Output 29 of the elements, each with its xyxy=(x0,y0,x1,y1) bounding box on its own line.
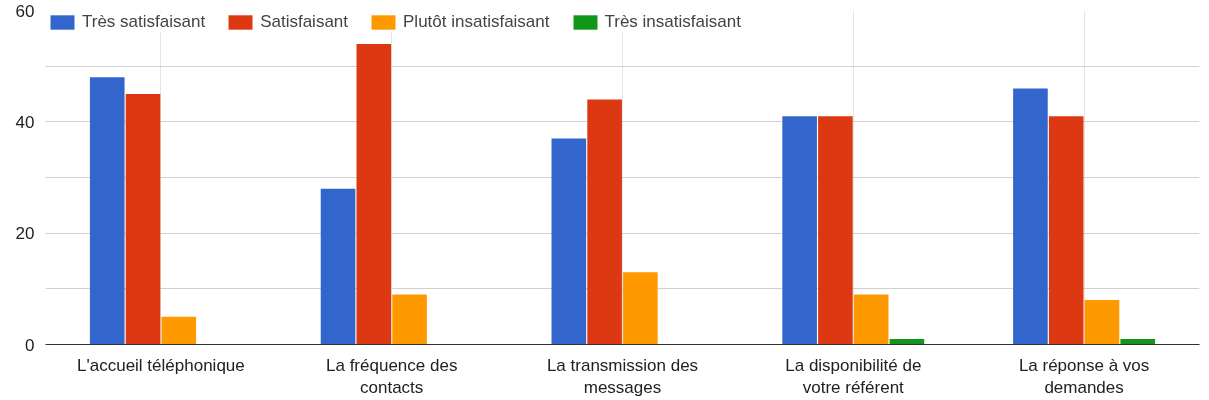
bar xyxy=(356,43,392,345)
bar xyxy=(587,99,622,345)
bar xyxy=(392,294,427,345)
x-tick-label: La fréquence des contacts xyxy=(326,355,458,398)
y-tick-label: 20 xyxy=(15,224,35,244)
x-tick-label: La disponibilité de votre référent xyxy=(785,355,922,398)
bar xyxy=(853,294,889,345)
bar xyxy=(551,138,587,345)
bar xyxy=(1120,338,1156,345)
x-tick-label: La réponse à vos demandes xyxy=(1018,355,1150,398)
bar xyxy=(320,188,356,345)
legend-label: Satisfaisant xyxy=(260,12,349,32)
bar xyxy=(125,94,161,345)
bar xyxy=(818,116,853,345)
bar xyxy=(1013,88,1048,345)
bar xyxy=(1048,116,1084,345)
legend-label: Plutôt insatisfaisant xyxy=(403,12,550,32)
legend-label: Très insatisfaisant xyxy=(604,12,741,32)
bar xyxy=(161,316,197,345)
y-tick-label: 0 xyxy=(25,335,35,355)
bar xyxy=(89,77,125,345)
y-tick-label: 40 xyxy=(15,112,35,132)
bar xyxy=(623,272,658,345)
bar xyxy=(1084,299,1120,345)
legend-label: Très satisfaisant xyxy=(82,12,206,32)
x-tick-label: L'accueil téléphonique xyxy=(77,355,245,375)
bar xyxy=(782,116,817,345)
y-tick-label: 60 xyxy=(15,1,35,21)
x-tick-label: La transmission des messages xyxy=(546,355,699,398)
